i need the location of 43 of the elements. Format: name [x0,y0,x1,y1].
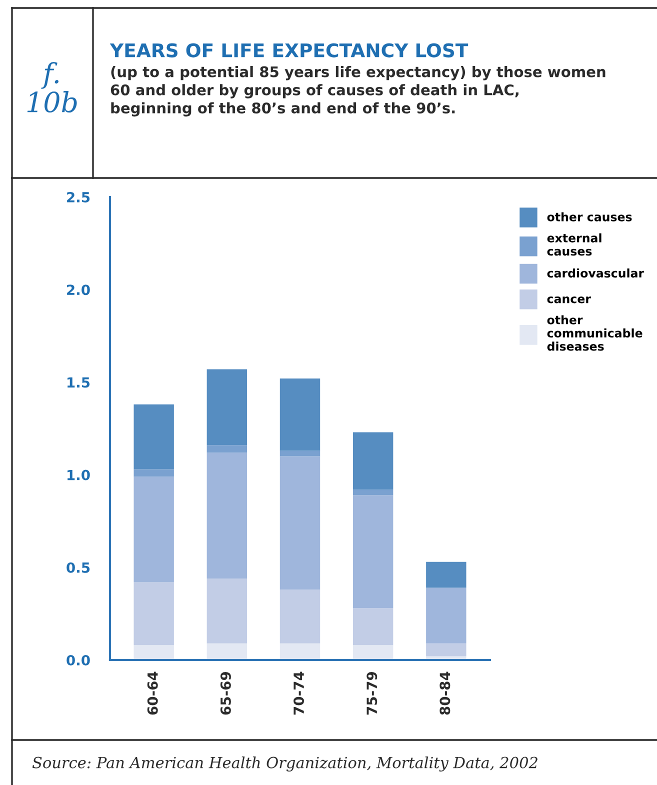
bar [206,643,248,660]
bar [352,490,394,496]
bar [206,369,248,446]
bar [134,469,174,477]
source-note: Source: Pan American Health Organization, Mortality Data, 2002 [32,756,538,772]
legend-label: cancer [547,296,591,304]
legend-label: cardiovascular [547,268,644,278]
bar [134,476,174,582]
text: f. 10b [27,62,77,113]
bar [134,645,174,660]
bar [134,404,174,470]
bar [426,588,466,644]
y-tick-label: 1.5 [68,377,90,388]
legend-label: other communicable diseases [547,315,642,351]
chart-title: YEARS OF LIFE EXPECTANCY LOST [110,43,468,58]
bar [134,582,174,646]
y-tick-label: 1.0 [68,470,90,480]
bar [352,608,394,646]
bar [206,445,248,453]
y-tick-label: 2.0 [67,284,90,296]
y-tick-label: 0.5 [66,562,90,573]
bar [352,645,394,660]
bar [206,578,248,644]
bar [426,643,466,656]
y-tick-label: 2.5 [67,192,90,202]
y-tick-label: 0.0 [66,654,90,666]
legend-label: external causes [547,233,602,256]
bar [280,450,320,456]
bar [352,495,394,608]
chart-subtitle: (up to a potential 85 years life expectancy) by those women 60 and older by groups of causes of death in LAC, beginning of the 80’s and end of the 90’s. [110,66,606,116]
x-tick-label: 80-84 [440,672,450,715]
bar [280,590,320,644]
legend-label: other causes [547,212,632,222]
bar [280,643,320,660]
bar [426,562,466,588]
bar [280,456,320,590]
x-tick-label: 60-64 [147,672,158,715]
bar [280,378,320,451]
x-tick-label: 75-79 [366,672,378,715]
x-tick-label: 70-74 [294,672,304,715]
x-tick-label: 65-69 [220,672,231,715]
bar [352,432,394,490]
bar [206,452,248,579]
